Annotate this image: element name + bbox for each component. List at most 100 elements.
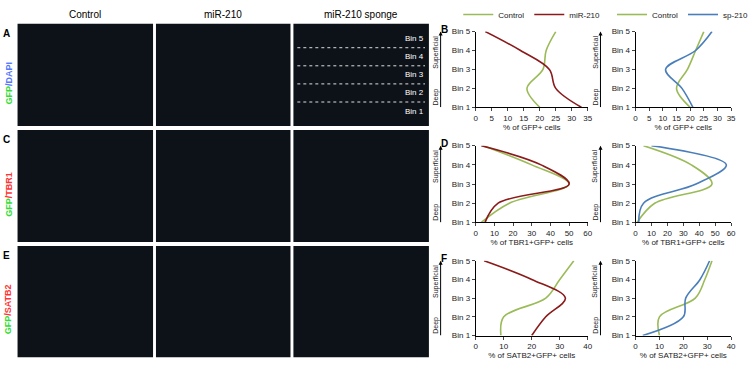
svg-text:Bin 3: Bin 3 [452, 180, 471, 189]
svg-text:20: 20 [663, 229, 672, 238]
svg-text:Bin 1: Bin 1 [452, 103, 471, 112]
svg-text:15: 15 [519, 114, 528, 123]
svg-text:20: 20 [535, 114, 544, 123]
svg-text:Bin 2: Bin 2 [452, 84, 471, 93]
svg-text:Bin 4: Bin 4 [612, 275, 631, 284]
svg-text:60: 60 [583, 229, 592, 238]
svg-text:60: 60 [727, 229, 736, 238]
svg-text:GFP/DAPI: GFP/DAPI [4, 62, 14, 105]
svg-text:miR-210: miR-210 [204, 9, 242, 20]
svg-text:Superficial: Superficial [591, 150, 599, 183]
svg-text:10: 10 [655, 342, 664, 351]
svg-text:Bin 2: Bin 2 [612, 313, 631, 322]
svg-text:20: 20 [527, 342, 536, 351]
svg-text:Bin 4: Bin 4 [612, 161, 631, 170]
svg-text:20: 20 [679, 342, 688, 351]
svg-text:30: 30 [527, 229, 536, 238]
svg-text:Bin 5: Bin 5 [452, 27, 471, 36]
svg-text:Control: Control [69, 9, 101, 20]
svg-text:30: 30 [679, 229, 688, 238]
svg-text:0: 0 [633, 114, 638, 123]
svg-text:Deep: Deep [432, 317, 440, 334]
svg-text:GFP/SATB2: GFP/SATB2 [3, 284, 13, 334]
svg-text:C: C [3, 134, 10, 145]
svg-text:Bin 2: Bin 2 [452, 313, 471, 322]
svg-text:0: 0 [633, 342, 638, 351]
svg-text:Deep: Deep [432, 89, 440, 106]
svg-text:F: F [441, 253, 447, 264]
svg-text:50: 50 [711, 229, 720, 238]
svg-text:Bin 1: Bin 1 [612, 331, 631, 340]
svg-text:Bin 5: Bin 5 [612, 257, 631, 266]
svg-text:Deep: Deep [592, 317, 600, 334]
svg-text:Bin 4: Bin 4 [612, 46, 631, 55]
svg-text:0: 0 [473, 342, 478, 351]
svg-text:GFP/TBR1: GFP/TBR1 [4, 172, 14, 217]
svg-text:30: 30 [567, 114, 576, 123]
svg-text:30: 30 [713, 114, 722, 123]
svg-text:10: 10 [490, 229, 499, 238]
svg-text:Bin 5: Bin 5 [452, 257, 471, 266]
svg-text:% of TBR1+GFP+ cells: % of TBR1+GFP+ cells [642, 238, 725, 247]
svg-text:Superficial: Superficial [432, 36, 440, 69]
svg-text:0: 0 [473, 229, 478, 238]
svg-text:Bin 4: Bin 4 [452, 46, 471, 55]
svg-text:Bin 3: Bin 3 [612, 294, 631, 303]
svg-text:5: 5 [489, 114, 494, 123]
svg-text:Superficial: Superficial [591, 265, 599, 298]
svg-text:% of GFP+ cells: % of GFP+ cells [503, 123, 561, 132]
svg-text:Deep: Deep [432, 204, 440, 221]
svg-text:40: 40 [727, 342, 736, 351]
svg-text:20: 20 [686, 114, 695, 123]
svg-text:Bin 3: Bin 3 [452, 294, 471, 303]
svg-text:35: 35 [727, 114, 736, 123]
svg-text:Bin 5: Bin 5 [452, 141, 471, 150]
svg-text:% of TBR1+GFP+ cells: % of TBR1+GFP+ cells [490, 238, 573, 247]
svg-text:40: 40 [546, 229, 555, 238]
svg-text:E: E [3, 250, 10, 261]
svg-text:% of GFP+ cells: % of GFP+ cells [655, 123, 713, 132]
svg-text:Bin 1: Bin 1 [452, 331, 471, 340]
svg-text:25: 25 [551, 114, 560, 123]
svg-text:Bin 2: Bin 2 [612, 199, 631, 208]
svg-text:Bin 3: Bin 3 [405, 70, 424, 79]
svg-text:Bin 1: Bin 1 [612, 218, 631, 227]
svg-text:sp-210: sp-210 [723, 11, 748, 20]
svg-text:% of SATB2+GFP+ cells: % of SATB2+GFP+ cells [640, 351, 727, 360]
svg-text:Bin 2: Bin 2 [612, 84, 631, 93]
svg-text:Bin 1: Bin 1 [612, 103, 631, 112]
svg-text:Bin 5: Bin 5 [612, 141, 631, 150]
svg-text:Bin 1: Bin 1 [405, 107, 424, 116]
svg-text:0: 0 [633, 229, 638, 238]
svg-text:30: 30 [555, 342, 564, 351]
svg-text:Bin 5: Bin 5 [612, 27, 631, 36]
svg-text:D: D [441, 138, 448, 149]
svg-text:30: 30 [703, 342, 712, 351]
svg-text:Bin 2: Bin 2 [405, 88, 424, 97]
svg-text:40: 40 [695, 229, 704, 238]
svg-text:10: 10 [503, 114, 512, 123]
svg-text:35: 35 [583, 114, 592, 123]
svg-text:A: A [3, 28, 10, 39]
svg-text:Bin 2: Bin 2 [452, 199, 471, 208]
svg-text:Superficial: Superficial [432, 150, 440, 183]
svg-text:Bin 5: Bin 5 [405, 34, 424, 43]
svg-text:20: 20 [509, 229, 518, 238]
svg-text:Bin 4: Bin 4 [452, 275, 471, 284]
svg-text:25: 25 [699, 114, 708, 123]
svg-text:Bin 3: Bin 3 [612, 180, 631, 189]
svg-text:40: 40 [583, 342, 592, 351]
svg-text:50: 50 [565, 229, 574, 238]
svg-text:Superficial: Superficial [432, 265, 440, 298]
svg-text:Control: Control [652, 11, 678, 20]
svg-text:10: 10 [658, 114, 667, 123]
svg-text:Bin 3: Bin 3 [612, 65, 631, 74]
svg-text:miR-210 sponge: miR-210 sponge [324, 9, 398, 20]
svg-text:10: 10 [647, 229, 656, 238]
svg-text:miR-210: miR-210 [569, 11, 600, 20]
svg-text:Deep: Deep [592, 89, 600, 106]
svg-text:5: 5 [647, 114, 652, 123]
svg-text:15: 15 [672, 114, 681, 123]
svg-text:Superficial: Superficial [592, 36, 600, 69]
svg-text:% of SATB2+GFP+ cells: % of SATB2+GFP+ cells [488, 351, 575, 360]
